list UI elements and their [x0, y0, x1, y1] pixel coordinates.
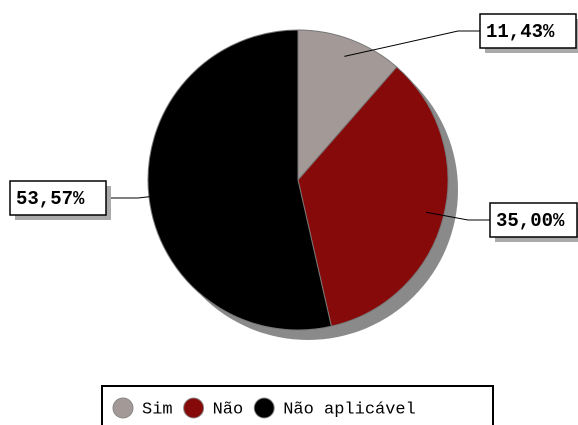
value-label: 35,00%: [496, 210, 565, 232]
legend-marker: [253, 397, 275, 419]
legend-box: [101, 385, 494, 425]
slice: [297, 66, 449, 327]
slice: [297, 29, 398, 182]
value-label: 11,43%: [486, 21, 555, 43]
leader-line: [344, 30, 480, 57]
legend: Sim Não Não aplicável: [112, 397, 416, 419]
label-box: [479, 13, 577, 49]
legend-marker: [112, 397, 134, 419]
legend-label: Sim: [142, 400, 173, 419]
leader-line: [425, 211, 490, 221]
legend-label: Não: [213, 400, 244, 419]
slices: [147, 29, 449, 331]
label-box: [9, 180, 107, 216]
labels: 11,43% 35,00% 53,57%: [9, 13, 578, 242]
legend-label: Não aplicável: [283, 400, 416, 419]
value-label: 53,57%: [16, 188, 85, 210]
label-box: [489, 202, 578, 238]
legend-marker: [183, 397, 205, 419]
leader-line: [106, 194, 167, 199]
